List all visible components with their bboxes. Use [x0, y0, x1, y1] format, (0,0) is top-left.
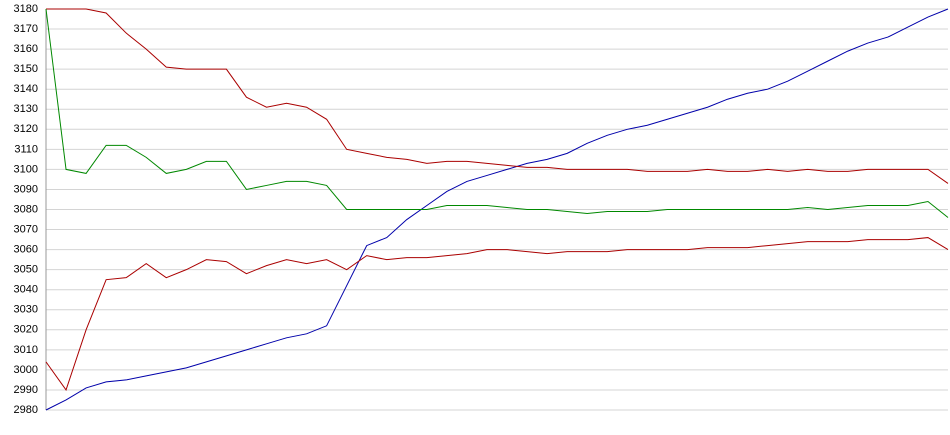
series-line: [45, 237, 949, 392]
y-tick-label: 3110: [14, 143, 38, 155]
y-tick-label: 3000: [14, 364, 38, 376]
y-tick-label: 3170: [14, 23, 38, 35]
y-tick-label: 3050: [14, 264, 38, 276]
series-line: [45, 8, 949, 411]
y-tick-label: 3060: [14, 244, 38, 256]
series-line: [45, 8, 949, 218]
y-tick-label: 3100: [14, 163, 38, 175]
y-tick-label: 3020: [14, 324, 38, 336]
y-tick-label: 3030: [14, 304, 38, 316]
y-tick-label: 3090: [14, 183, 38, 195]
y-tick-label: 3160: [14, 43, 38, 55]
y-tick-label: 3150: [14, 63, 38, 75]
y-tick-label: 2990: [14, 384, 38, 396]
y-tick-label: 3180: [14, 3, 38, 15]
y-tick-label: 3080: [14, 203, 38, 215]
y-tick-label: 3040: [14, 284, 38, 296]
y-tick-label: 2980: [14, 404, 38, 416]
y-tick-label: 3120: [14, 123, 38, 135]
y-tick-label: 3140: [14, 83, 38, 95]
y-tick-label: 3010: [14, 344, 38, 356]
series-line: [46, 8, 949, 184]
y-tick-label: 3070: [14, 223, 38, 235]
y-tick-label: 3130: [14, 103, 38, 115]
